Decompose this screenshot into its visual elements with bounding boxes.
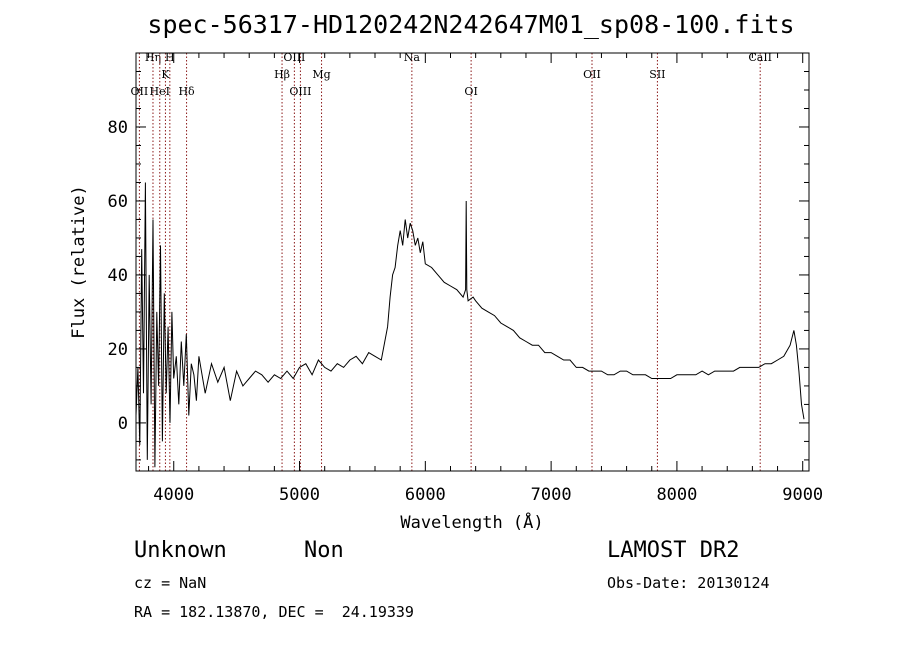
x-tick-label-3: 7000 xyxy=(531,485,572,505)
x-axis-ticks: 4000 5000 6000 7000 8000 9000 xyxy=(148,53,823,505)
x-tick-label-5: 9000 xyxy=(782,485,823,505)
y-axis-ticks: 0 20 40 60 80 xyxy=(108,70,809,461)
x-tick-label-0: 4000 xyxy=(153,485,194,505)
object-class: Unknown xyxy=(134,538,227,563)
line-mark-label-10: Na xyxy=(404,51,421,64)
line-mark-label-12: OII xyxy=(583,68,601,81)
line-mark-label-13: SII xyxy=(649,68,665,81)
line-mark-label-8: OIII xyxy=(289,85,311,98)
line-mark-label-11: OI xyxy=(464,85,477,98)
y-tick-label-2: 40 xyxy=(108,266,128,286)
y-tick-label-0: 0 xyxy=(118,414,128,434)
chart-title: spec-56317-HD120242N242647M01_sp08-100.f… xyxy=(147,10,794,39)
x-tick-label-2: 6000 xyxy=(405,485,446,505)
y-axis-label: Flux (relative) xyxy=(69,185,89,339)
object-subclass: Non xyxy=(304,538,344,563)
observation-date: Obs-Date: 20130124 xyxy=(607,574,770,592)
y-tick-label-3: 60 xyxy=(108,192,128,212)
redshift-cz: cz = NaN xyxy=(134,574,207,592)
line-mark-label-3: K xyxy=(161,68,170,81)
line-mark-label-6: Hβ xyxy=(274,68,290,81)
plot-frame xyxy=(135,52,810,472)
x-tick-label-4: 8000 xyxy=(656,485,697,505)
x-tick-label-1: 5000 xyxy=(279,485,320,505)
line-mark-label-9: Mg xyxy=(312,68,330,81)
line-mark-label-14: CaII xyxy=(748,51,772,64)
line-mark-label-2: HeI xyxy=(150,85,170,98)
line-mark-label-5: Hδ xyxy=(178,85,195,98)
spectrum-line xyxy=(135,182,805,468)
line-mark-label-0: OII xyxy=(131,85,149,98)
line-mark-label-4: H xyxy=(165,51,175,64)
survey-name: LAMOST DR2 xyxy=(607,538,740,563)
y-tick-label-4: 80 xyxy=(108,118,128,138)
y-tick-label-1: 20 xyxy=(108,340,128,360)
ra-dec: RA = 182.13870, DEC = 24.19339 xyxy=(134,603,414,621)
x-axis-label: Wavelength (Å) xyxy=(400,511,543,533)
